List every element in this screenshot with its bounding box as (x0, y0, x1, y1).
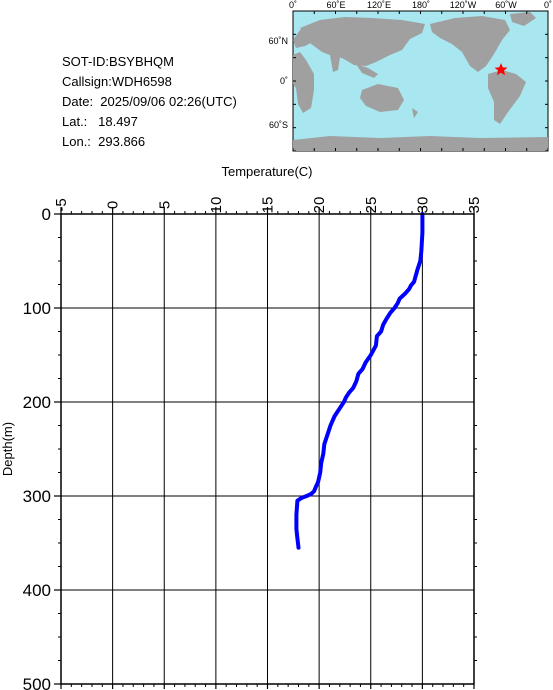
y-axis-label: Depth(m) (0, 422, 15, 476)
map-top-label-1: 60˚E (326, 0, 345, 10)
map-top-label-2: 120˚E (367, 0, 391, 10)
world-map: 0˚ 60˚E 120˚E 180˚ 120˚W 60˚W 0˚ 60˚N 0˚… (268, 0, 552, 152)
map-top-label-3: 180˚ (412, 0, 430, 10)
map-frame-ticks (292, 10, 549, 152)
y-tick-labels: 0 100 200 300 400 500 (23, 205, 51, 690)
map-left-label-0: 60˚N (268, 36, 288, 46)
y-tick-label: 100 (23, 299, 51, 318)
observation-star-icon (494, 63, 508, 76)
x-tick-label: -5 (53, 198, 70, 211)
x-tick-labels: -5 0 5 10 15 20 25 30 35 (53, 197, 483, 214)
observation-marker (494, 63, 508, 76)
x-tick-label: 5 (156, 201, 173, 209)
temperature-series-line (294, 212, 425, 550)
land-south-america (488, 70, 526, 124)
map-left-label-1: 0˚ (280, 76, 288, 86)
map-top-label-5: 60˚W (495, 0, 517, 10)
sot-id-text: SOT-ID:BSYBHQM (62, 54, 174, 69)
map-top-label-4: 120˚W (450, 0, 477, 10)
map-left-label-2: 60˚S (269, 120, 288, 130)
land-africa (293, 52, 314, 113)
x-tick-label: 30 (414, 197, 431, 214)
longitude-text: Lon.: 293.866 (62, 134, 146, 149)
map-top-label-0: 0˚ (289, 0, 297, 10)
land-se-asia (356, 64, 378, 78)
x-tick-label: 0 (105, 201, 122, 209)
land-north-america (430, 16, 510, 72)
x-tick-label: 35 (466, 197, 483, 214)
land-india (330, 55, 340, 72)
x-tick-label: 15 (260, 197, 277, 214)
y-tick-label: 400 (23, 581, 51, 600)
map-land (293, 12, 548, 151)
x-tick-label: 20 (311, 197, 328, 214)
land-greenland (510, 12, 536, 26)
x-tick-label: 25 (363, 197, 380, 214)
date-text: Date: 2025/09/06 02:26(UTC) (62, 94, 237, 109)
land-antarctica (293, 136, 548, 151)
x-axis-label: Temperature(C) (221, 164, 312, 179)
land-new-zealand (412, 108, 418, 118)
y-tick-label: 0 (42, 205, 51, 224)
map-top-label-6: 0˚ (544, 0, 552, 10)
land-australia (360, 84, 404, 112)
x-tick-label: 10 (208, 197, 225, 214)
y-tick-label: 300 (23, 487, 51, 506)
land-japan (390, 40, 398, 52)
latitude-text: Lat.: 18.497 (62, 114, 138, 129)
plot-frame (60, 213, 475, 685)
y-tick-label: 200 (23, 393, 51, 412)
y-tick-label: 500 (23, 675, 51, 690)
land-asia (300, 17, 425, 66)
callsign-text: Callsign:WDH6598 (62, 74, 172, 89)
